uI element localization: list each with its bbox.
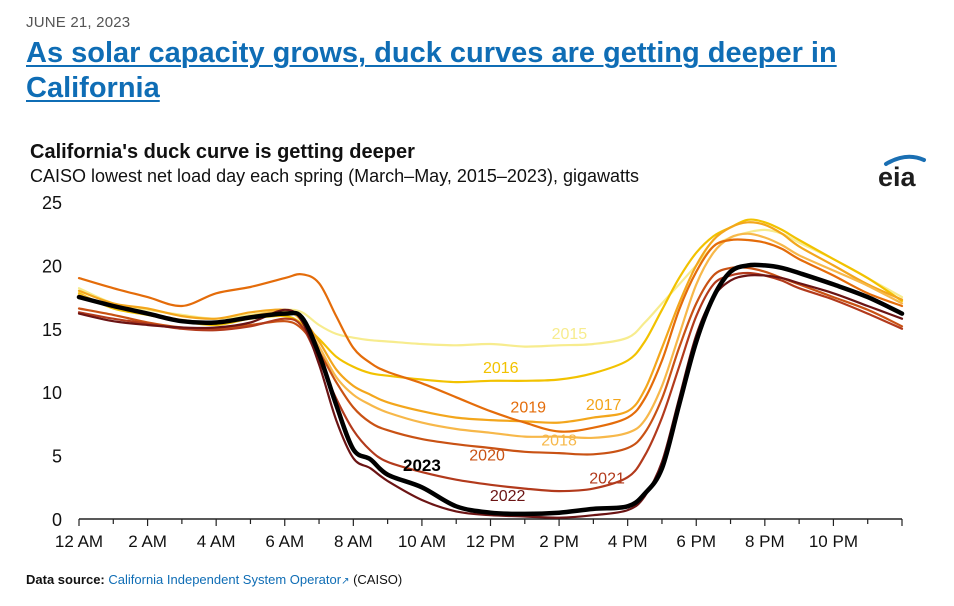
series-label-2016: 2016 <box>483 360 519 377</box>
y-tick-label: 25 <box>42 193 62 213</box>
x-tick-label: 12 AM <box>55 532 103 551</box>
series-lines <box>76 218 905 519</box>
series-label-2021: 2021 <box>589 470 625 487</box>
x-tick-label: 6 AM <box>265 532 304 551</box>
x-axis: 12 AM 2 AM 4 AM 6 AM 8 AM 10 AM 12 PM 2 PM 4 PM 6… <box>55 518 903 551</box>
eia-logo[interactable]: eia <box>872 152 932 192</box>
x-tick-label: 8 AM <box>334 532 373 551</box>
y-tick-label: 15 <box>42 320 62 340</box>
data-source: Data source: California Independent Syst… <box>26 572 402 587</box>
x-tick-label: 6 PM <box>676 532 716 551</box>
series-label-2017: 2017 <box>586 397 622 414</box>
series-label-2018: 2018 <box>541 432 577 449</box>
x-tick-label: 2 PM <box>539 532 579 551</box>
y-tick-label: 5 <box>52 447 62 467</box>
series-label-2015: 2015 <box>552 326 588 343</box>
external-link-icon: ↗ <box>341 576 350 587</box>
series-label-2020: 2020 <box>469 448 505 465</box>
eia-logo-swoosh <box>884 154 926 166</box>
article-headline-link[interactable]: As solar capacity grows, duck curves are… <box>26 37 837 104</box>
eia-logo-text: eia <box>878 162 917 192</box>
series-line-2018 <box>77 232 904 440</box>
series-label-2019: 2019 <box>510 399 546 416</box>
data-source-suffix: (CAISO) <box>353 572 403 587</box>
y-tick-label: 20 <box>42 256 62 276</box>
series-line-2023 <box>76 262 905 517</box>
y-tick-label: 0 <box>52 510 62 530</box>
series-line-2019 <box>77 238 904 433</box>
data-source-link[interactable]: California Independent System Operator <box>108 572 342 587</box>
y-axis: 0 5 10 15 20 25 <box>42 193 62 530</box>
chart-title: California's duck curve is getting deepe… <box>30 141 415 163</box>
x-tick-label: 10 AM <box>398 532 446 551</box>
article-date: JUNE 21, 2023 <box>26 14 131 31</box>
x-tick-label: 4 AM <box>197 532 236 551</box>
series-line-2022 <box>77 273 904 519</box>
chart-subtitle: CAISO lowest net load day each spring (M… <box>30 166 639 186</box>
y-tick-label: 10 <box>42 383 62 403</box>
x-tick-label: 10 PM <box>809 532 858 551</box>
series-line-2017 <box>77 221 904 424</box>
x-tick-label: 2 AM <box>128 532 167 551</box>
series-label-2023: 2023 <box>403 456 441 475</box>
x-tick-label: 12 PM <box>466 532 515 551</box>
x-tick-label: 4 PM <box>608 532 648 551</box>
series-label-2022: 2022 <box>490 488 526 505</box>
series-labels: 2015 2016 2017 2018 2019 2020 2021 2022 2023 <box>403 326 625 505</box>
data-source-label: Data source: <box>26 572 105 587</box>
x-tick-label: 8 PM <box>745 532 785 551</box>
